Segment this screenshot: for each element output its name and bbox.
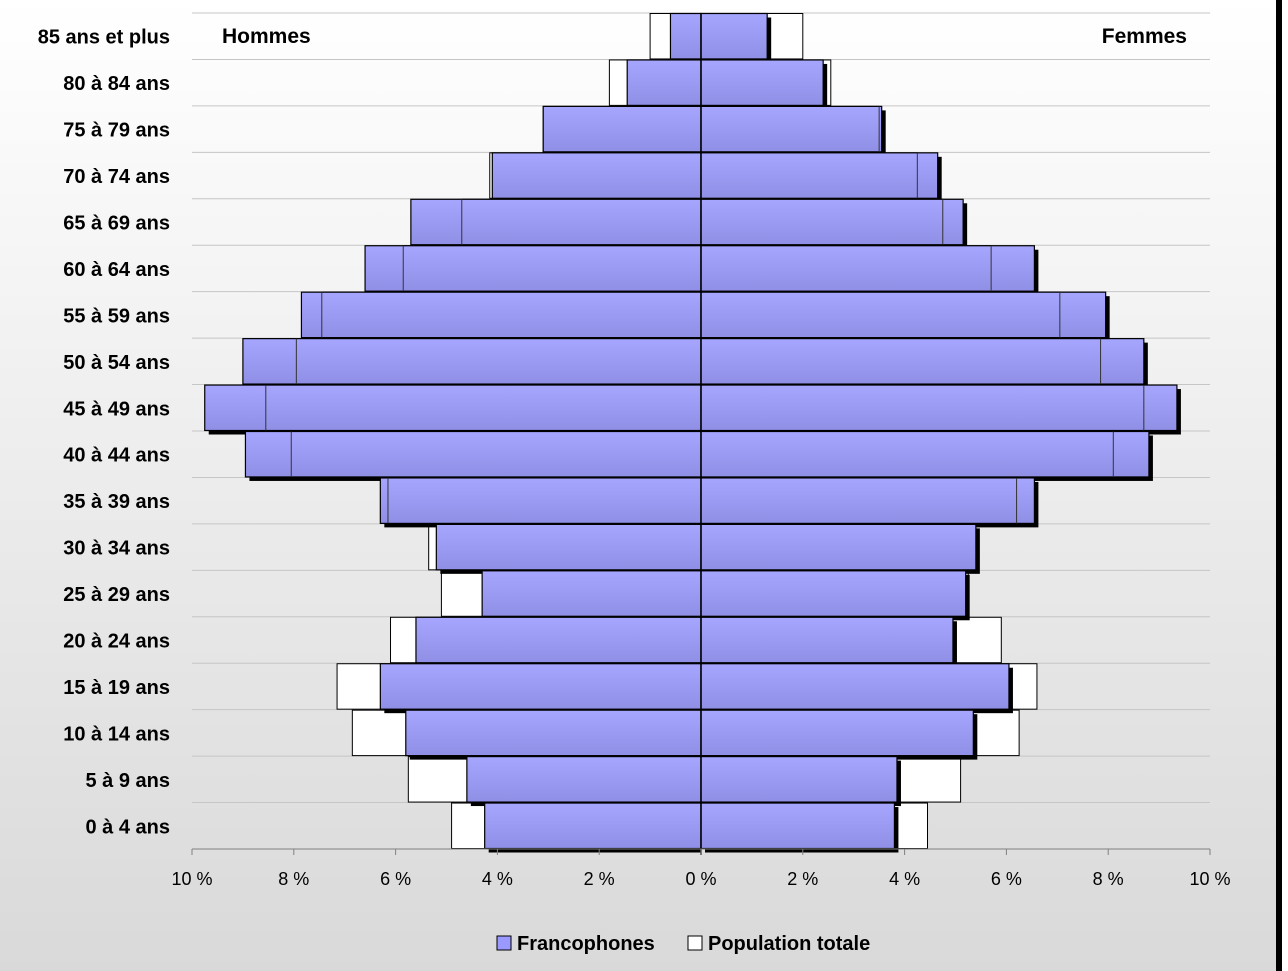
category-label: 60 à 64 ans (63, 259, 170, 281)
category-label: 75 à 79 ans (63, 120, 170, 142)
bar-francophones-hommes (379, 663, 702, 710)
x-tick-labels: 10 % 8 % 6 % 4 % 2 % 0 % 2 % 4 % 6 % 8 % 10 % (171, 849, 1231, 889)
category-label: 30 à 34 ans (63, 538, 170, 560)
bar-francophones-hommes (204, 384, 702, 432)
bar-francophones-femmes (700, 477, 1035, 524)
category-label: 15 à 19 ans (63, 677, 170, 699)
bar-francophones-femmes (700, 802, 896, 850)
legend-swatch-population-totale (687, 935, 703, 951)
bar-francophones-hommes (364, 245, 702, 292)
x-tick-label: 4 % (889, 869, 920, 889)
category-label: 0 à 4 ans (85, 816, 170, 838)
hommes-label: Hommes (222, 25, 311, 48)
bar-francophones-hommes (435, 523, 702, 571)
category-label: 85 ans et plus (38, 27, 170, 49)
bar-francophones-hommes (242, 338, 702, 385)
legend-label-francophones: Francophones (517, 933, 655, 955)
bar-francophones-hommes (484, 802, 702, 850)
category-label: 80 à 84 ans (63, 73, 170, 95)
francophones-bars (204, 12, 1181, 853)
bar-francophones-hommes (466, 756, 702, 803)
x-tick-label: 10 % (1189, 869, 1230, 889)
x-tick-label: 8 % (1093, 869, 1124, 889)
x-tick-label: 8 % (278, 869, 309, 889)
bar-francophones-hommes (669, 12, 702, 60)
bar-francophones-hommes (244, 430, 702, 478)
legend: Francophones Population totale (496, 933, 870, 955)
category-label: 35 à 39 ans (63, 491, 170, 513)
bar-francophones-femmes (700, 616, 954, 664)
category-label: 25 à 29 ans (63, 584, 170, 606)
bar-francophones-hommes (405, 709, 702, 757)
bar-francophones-femmes (700, 59, 824, 106)
category-label: 50 à 54 ans (63, 352, 170, 374)
bar-francophones-femmes (700, 105, 883, 153)
bar-francophones-hommes (379, 477, 702, 524)
legend-swatch-francophones (496, 935, 512, 951)
bar-francophones-femmes (700, 245, 1035, 292)
category-label: 70 à 74 ans (63, 166, 170, 188)
bar-francophones-hommes (491, 152, 702, 199)
bar-francophones-hommes (415, 616, 702, 664)
bar-francophones-femmes (700, 663, 1010, 710)
category-label: 65 à 69 ans (63, 213, 170, 235)
bar-francophones-hommes (300, 291, 702, 339)
category-label: 20 à 24 ans (63, 631, 170, 653)
bar-francophones-femmes (700, 152, 939, 199)
right-border (1276, 0, 1282, 971)
x-tick-label: 10 % (171, 869, 212, 889)
x-tick-label: 2 % (584, 869, 615, 889)
bar-francophones-femmes (700, 291, 1107, 339)
category-label: 55 à 59 ans (63, 305, 170, 327)
bar-francophones-femmes (700, 709, 974, 757)
age-labels: 85 ans et plus 80 à 84 ans 75 à 79 ans 70 à… (38, 27, 170, 839)
bar-francophones-hommes (410, 198, 702, 246)
femmes-label: Femmes (1102, 25, 1187, 48)
bar-francophones-femmes (700, 756, 898, 803)
category-label: 45 à 49 ans (63, 398, 170, 420)
x-tick-label: 6 % (991, 869, 1022, 889)
bar-francophones-femmes (700, 570, 967, 617)
x-tick-label: 2 % (787, 869, 818, 889)
bar-francophones-femmes (700, 384, 1178, 432)
bar-francophones-hommes (626, 59, 702, 106)
legend-label-population-totale: Population totale (708, 933, 870, 955)
bar-francophones-femmes (700, 338, 1145, 385)
x-tick-label: 4 % (482, 869, 513, 889)
bar-francophones-femmes (700, 12, 768, 60)
bar-francophones-femmes (700, 430, 1150, 478)
bar-francophones-femmes (700, 523, 977, 571)
x-tick-label: 0 % (685, 869, 716, 889)
bar-francophones-femmes (700, 198, 964, 246)
category-label: 5 à 9 ans (85, 770, 170, 792)
category-label: 40 à 44 ans (63, 445, 170, 467)
x-tick-label: 6 % (380, 869, 411, 889)
bar-francophones-hommes (481, 570, 702, 617)
bar-francophones-hommes (542, 105, 702, 153)
category-label: 10 à 14 ans (63, 723, 170, 745)
